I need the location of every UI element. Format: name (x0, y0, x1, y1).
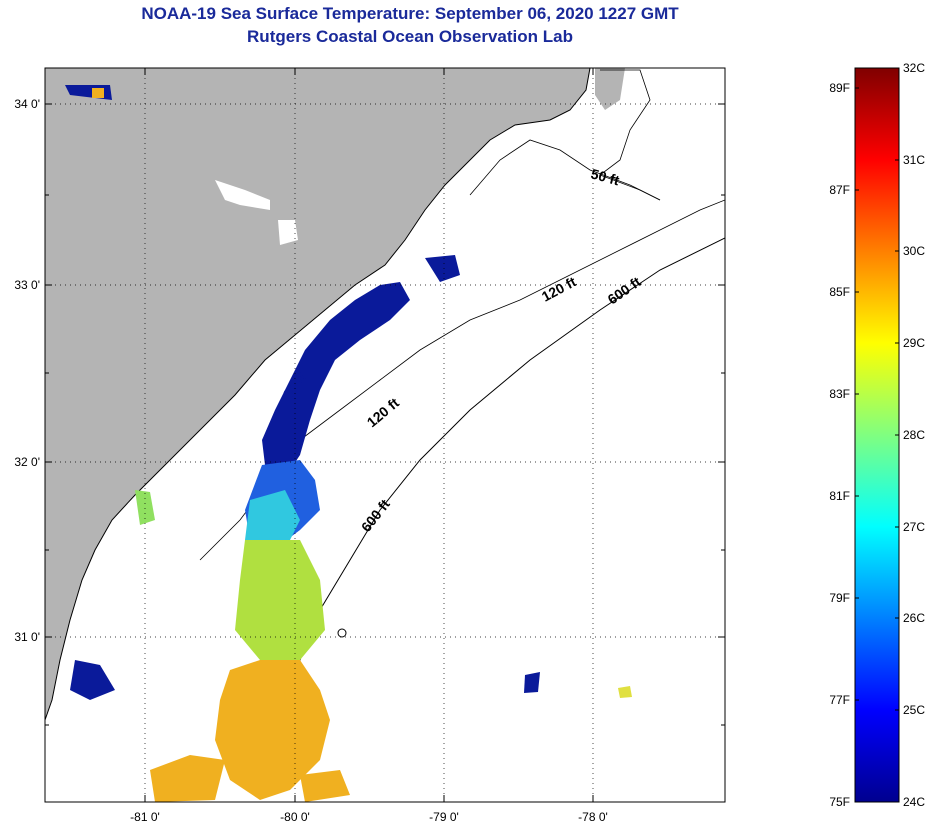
lon-label-81: -81 0' (130, 810, 160, 824)
lat-label-31: 31 0' (14, 630, 40, 644)
colorbar (854, 67, 900, 803)
cb-c-25: 25C (903, 703, 926, 717)
cb-f-77: 77F (829, 693, 850, 707)
cb-c-31: 31C (903, 153, 926, 167)
lon-label-78: -78 0' (578, 810, 608, 824)
cb-f-87: 87F (829, 183, 850, 197)
cb-c-24: 24C (903, 795, 926, 809)
cb-c-30: 30C (903, 244, 926, 258)
map-title: NOAA-19 Sea Surface Temperature: Septemb… (141, 4, 679, 23)
contour-label-50: 50 ft (589, 165, 621, 188)
land-mass (45, 68, 590, 720)
cb-c-32: 32C (903, 61, 926, 75)
cb-f-85: 85F (829, 285, 850, 299)
cb-c-27: 27C (903, 520, 926, 534)
map-subtitle: Rutgers Coastal Ocean Observation Lab (247, 27, 573, 46)
cb-f-79: 79F (829, 591, 850, 605)
cb-c-29: 29C (903, 336, 926, 350)
cb-f-75: 75F (829, 795, 850, 809)
cb-c-28: 28C (903, 428, 926, 442)
lat-label-33: 33 0' (14, 278, 40, 292)
cb-f-89: 89F (829, 81, 850, 95)
warm-water-region (215, 660, 330, 800)
cb-c-26: 26C (903, 611, 926, 625)
lon-label-80: -80 0' (280, 810, 310, 824)
lat-label-32: 32 0' (14, 455, 40, 469)
cb-f-81: 81F (829, 489, 850, 503)
lat-label-34: 34 0' (14, 97, 40, 111)
cold-water-region (262, 282, 410, 470)
cb-f-83: 83F (829, 387, 850, 401)
lon-label-79: -79 0' (429, 810, 459, 824)
